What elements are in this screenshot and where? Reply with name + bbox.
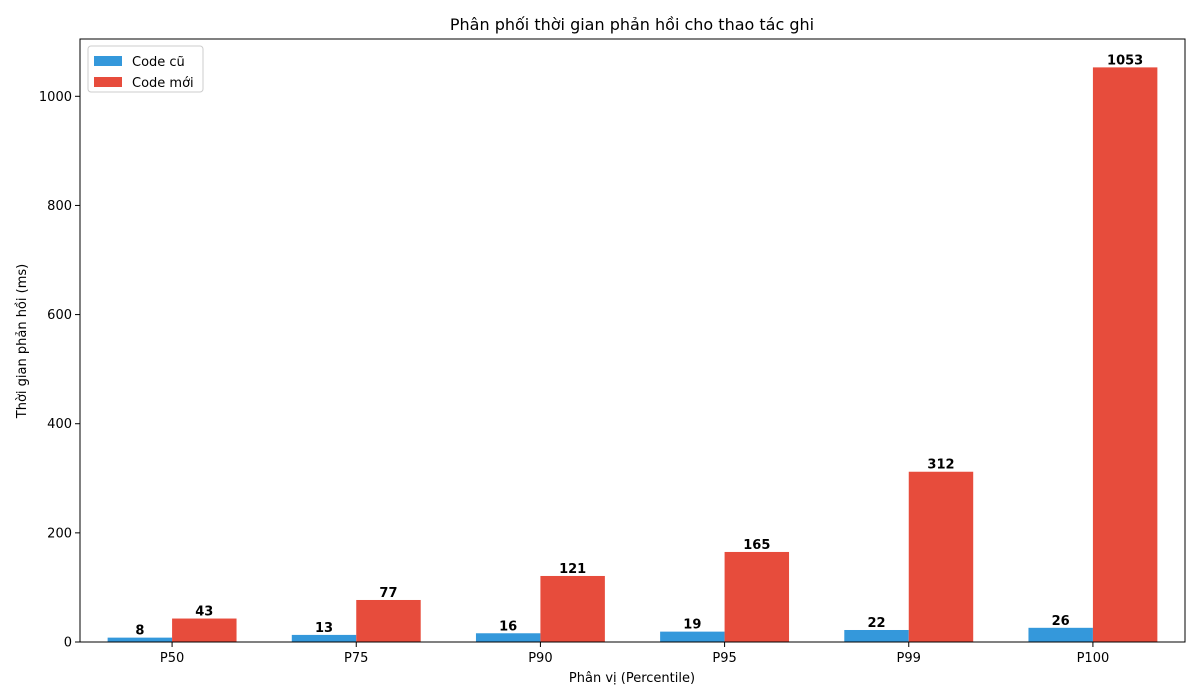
- y-tick-label: 200: [47, 526, 72, 541]
- bar-new-p50: [172, 618, 237, 642]
- data-label: 26: [1052, 614, 1070, 629]
- data-label: 19: [683, 618, 701, 633]
- bar-old-p100: [1028, 627, 1093, 642]
- plot-area: 8 13 16 19 22 26 43 77 121 165 312 1053 0 200 400 600 80…: [39, 38, 1186, 666]
- x-tick-label: P100: [1077, 651, 1110, 666]
- data-label: 1053: [1107, 53, 1143, 68]
- legend: Code cũ Code mới: [87, 45, 204, 93]
- data-label: 22: [867, 616, 885, 631]
- y-tick-label: 1000: [39, 90, 72, 105]
- bar-old-p75: [291, 634, 357, 642]
- data-label: 16: [499, 619, 517, 634]
- bar-new-p90: [540, 575, 605, 642]
- data-label: 43: [195, 605, 213, 620]
- y-tick-label: 600: [47, 308, 72, 323]
- x-axis-label: Phân vị (Percentile): [569, 671, 695, 686]
- bar-old-p95: [660, 631, 725, 642]
- data-label: 77: [379, 586, 397, 601]
- x-tick-label: P90: [528, 651, 552, 666]
- x-tick-label: P95: [712, 651, 736, 666]
- axes-frame: [79, 38, 1186, 643]
- y-axis-label: Thời gian phản hồi (ms): [15, 264, 30, 419]
- data-label: 312: [927, 458, 954, 473]
- legend-label: Code mới: [132, 76, 194, 91]
- bar-new-p95: [724, 551, 790, 642]
- legend-swatch: [94, 56, 122, 66]
- bar-old-p99: [844, 629, 909, 642]
- y-tick-label: 400: [47, 417, 72, 432]
- y-tick-label: 0: [64, 636, 72, 651]
- data-label: 13: [315, 621, 333, 636]
- x-tick-label: P50: [160, 651, 184, 666]
- data-label: 165: [743, 538, 770, 553]
- bar-old-p90: [475, 633, 541, 642]
- data-label: 8: [135, 624, 144, 639]
- bar-old-p50: [107, 637, 173, 642]
- chart-title: Phân phối thời gian phản hồi cho thao tá…: [450, 15, 814, 34]
- legend-swatch: [94, 77, 122, 87]
- bar-new-p100: [1092, 67, 1158, 643]
- bar-new-p99: [908, 471, 974, 642]
- bar-new-p75: [356, 599, 421, 642]
- data-label: 121: [559, 562, 586, 577]
- x-tick-label: P99: [897, 651, 921, 666]
- y-tick-label: 800: [47, 199, 72, 214]
- x-tick-label: P75: [344, 651, 368, 666]
- legend-label: Code cũ: [132, 55, 185, 70]
